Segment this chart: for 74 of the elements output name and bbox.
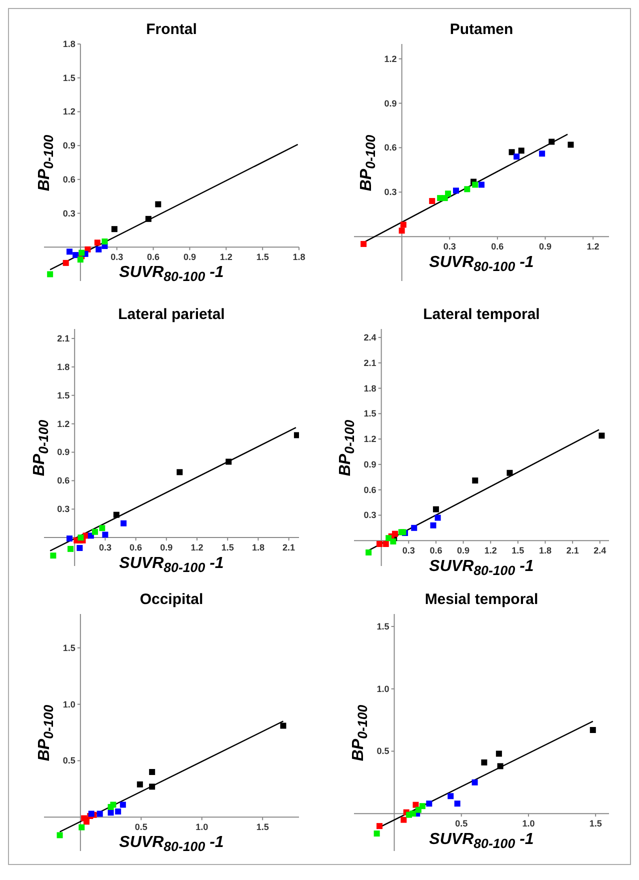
y-tick-label: 1.2 <box>364 434 376 444</box>
y-tick-label: 1.5 <box>376 621 390 632</box>
y-tick-label: 2.1 <box>364 358 376 368</box>
x-tick-label: 1.2 <box>484 546 497 556</box>
y-tick-label: 0.3 <box>57 504 70 514</box>
y-tick-label: 1.0 <box>62 699 76 710</box>
x-tick-label: 1.5 <box>589 818 602 829</box>
y-tick-label: 0.6 <box>62 174 76 184</box>
y-tick-label: 0.3 <box>384 187 397 198</box>
x-axis-title: SUVR$_{80-100}$ -1 <box>428 830 535 851</box>
x-axis-title: SUVR$_{80-100}$ -1 <box>428 254 535 274</box>
x-tick-label: 1.5 <box>256 822 269 832</box>
y-tick-label: 1.2 <box>57 418 70 429</box>
x-tick-label: 1.0 <box>522 818 535 829</box>
y-tick-label: 1.8 <box>364 383 376 394</box>
y-tick-label: 1.5 <box>364 408 376 419</box>
y-tick-label: 0.9 <box>62 140 76 151</box>
x-axis-title: SUVR$_{80-100}$ -1 <box>118 554 225 575</box>
y-tick-label: 0.9 <box>364 459 376 470</box>
x-axis-title: SUVR$_{80-100}$ -1 <box>118 834 225 854</box>
y-tick-label: 0.3 <box>364 510 376 520</box>
y-tick-label: 1.8 <box>62 39 76 49</box>
x-tick-label: 2.4 <box>594 546 606 556</box>
y-tick-label: 2.4 <box>364 332 376 342</box>
x-tick-label: 1.5 <box>512 546 524 556</box>
x-tick-label: 0.9 <box>457 546 470 556</box>
x-tick-label: 2.1 <box>566 546 579 556</box>
x-tick-label: 2.1 <box>282 542 296 553</box>
y-tick-label: 1.8 <box>57 362 70 372</box>
x-tick-label: 0.6 <box>491 242 504 252</box>
y-tick-label: 1.2 <box>384 54 397 64</box>
x-tick-label: 0.3 <box>110 252 124 262</box>
x-tick-label: 1.2 <box>586 242 600 252</box>
y-tick-label: 1.5 <box>57 390 70 400</box>
x-tick-label: 1.0 <box>196 822 208 832</box>
chart-title: Lateral temporal <box>422 306 541 323</box>
x-tick-label: 0.9 <box>183 252 196 262</box>
x-tick-label: 0.5 <box>134 822 148 832</box>
chart-title: Mesial temporal <box>424 591 540 608</box>
y-tick-label: 1.2 <box>62 106 76 117</box>
x-tick-label: 0.9 <box>538 242 552 252</box>
x-tick-label: 1.2 <box>190 542 204 553</box>
x-tick-label: 1.8 <box>292 252 306 262</box>
x-tick-label: 1.8 <box>538 546 552 556</box>
x-tick-label: 0.6 <box>147 252 160 262</box>
x-tick-label: 1.5 <box>221 542 234 553</box>
chart-title: Frontal <box>145 21 198 38</box>
x-axis-title: SUVR$_{80-100}$ -1 <box>428 558 535 578</box>
y-tick-label: 2.1 <box>57 333 70 344</box>
y-tick-label: 0.6 <box>384 142 397 153</box>
y-tick-label: 0.3 <box>62 208 76 218</box>
x-tick-label: 0.3 <box>98 542 112 553</box>
x-tick-label: 0.6 <box>430 546 442 556</box>
x-tick-label: 0.5 <box>455 818 468 829</box>
y-tick-label: 0.9 <box>384 98 397 108</box>
y-tick-label: 0.6 <box>57 476 70 486</box>
y-tick-label: 1.0 <box>376 684 390 694</box>
y-tick-label: 0.6 <box>364 484 376 495</box>
chart-title: Putamen <box>448 21 514 38</box>
x-tick-label: 0.3 <box>443 242 456 252</box>
x-tick-label: 1.8 <box>252 542 264 553</box>
y-tick-label: 1.5 <box>62 642 76 653</box>
chart-title: Occipital <box>138 591 204 608</box>
y-tick-label: 0.9 <box>57 447 70 458</box>
y-tick-label: 0.5 <box>62 756 76 766</box>
x-tick-label: 0.3 <box>402 546 415 556</box>
x-tick-label: 0.9 <box>160 542 173 553</box>
x-tick-label: 1.2 <box>220 252 232 262</box>
x-axis-title: SUVR$_{80-100}$ -1 <box>118 264 225 284</box>
y-tick-label: 0.5 <box>376 746 390 756</box>
chart-title: Lateral parietal <box>117 306 226 323</box>
x-tick-label: 1.5 <box>256 252 269 262</box>
y-tick-label: 1.5 <box>62 72 76 83</box>
x-tick-label: 0.6 <box>130 542 142 553</box>
